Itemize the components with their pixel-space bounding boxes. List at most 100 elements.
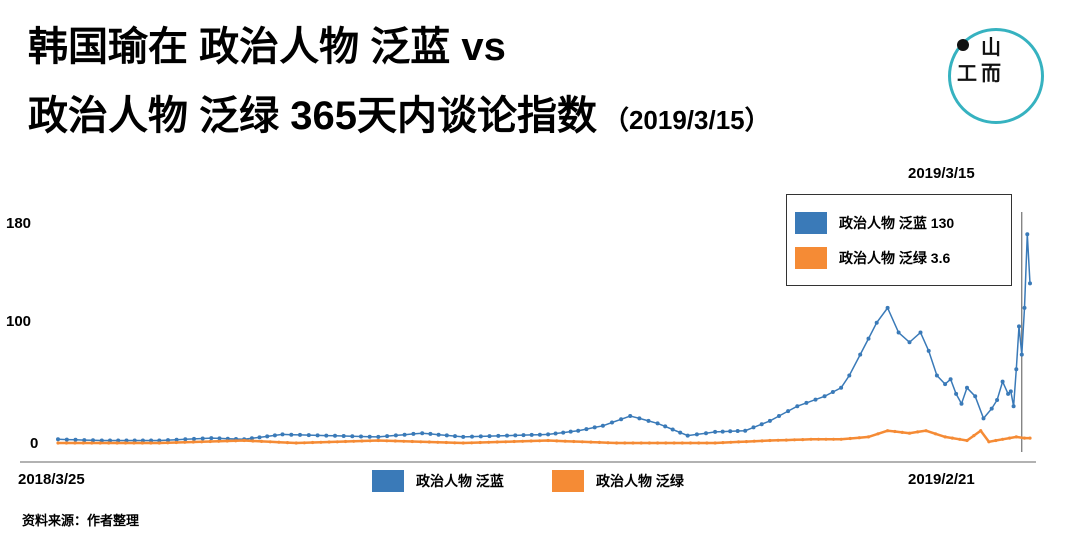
chart-title-text: 政治人物 泛绿 365天内谈论指数 <box>28 94 597 138</box>
data-point-orange <box>183 440 187 444</box>
data-point-orange <box>680 441 684 445</box>
data-point-blue <box>420 431 425 436</box>
data-point-blue <box>804 400 809 405</box>
data-point-orange <box>200 440 204 444</box>
data-point-orange <box>294 441 298 445</box>
data-point-blue <box>149 438 154 443</box>
data-point-orange <box>647 441 652 445</box>
data-point-blue <box>1011 404 1016 409</box>
data-point-blue <box>470 434 474 439</box>
data-point-orange <box>555 439 559 443</box>
bottom-legend-orange: 政治人物 泛绿 <box>552 470 684 492</box>
data-point-orange <box>866 435 871 439</box>
data-point-orange <box>115 441 119 445</box>
bottom-legend-blue: 政治人物 泛蓝 <box>372 470 504 492</box>
legend-value-orange: 3.6 <box>930 250 951 266</box>
data-point-blue <box>600 423 605 428</box>
data-point-orange <box>688 441 693 445</box>
data-point-orange <box>140 441 144 445</box>
data-point-orange <box>994 438 998 443</box>
data-point-orange <box>839 437 843 441</box>
data-point-orange <box>697 441 701 445</box>
data-point-orange <box>615 441 619 445</box>
legend-label-blue: 政治人物 泛蓝 <box>839 215 927 231</box>
data-point-orange <box>81 441 85 445</box>
data-point-orange <box>234 439 238 443</box>
data-point-blue <box>272 433 277 438</box>
data-point-orange <box>98 441 102 445</box>
data-point-orange <box>132 441 136 445</box>
data-point-orange <box>572 439 576 444</box>
data-point-blue <box>341 434 346 438</box>
data-point-blue <box>628 414 633 418</box>
data-point-blue <box>209 436 214 441</box>
data-point-blue <box>822 394 827 399</box>
data-point-blue <box>478 434 483 439</box>
data-point-blue <box>713 429 718 434</box>
data-point-blue <box>576 428 581 433</box>
y-tick-label: 0 <box>30 435 38 452</box>
data-point-blue <box>663 424 668 429</box>
y-tick-label: 180 <box>6 215 31 232</box>
bottom-legend-label-orange: 政治人物 泛绿 <box>596 473 684 489</box>
legend-label-orange: 政治人物 泛绿 <box>839 250 927 266</box>
data-point-orange <box>419 440 423 444</box>
data-point-blue <box>257 435 262 440</box>
data-point-blue <box>289 432 294 437</box>
data-point-blue <box>777 414 781 418</box>
data-point-orange <box>461 441 465 445</box>
data-point-orange <box>893 429 897 434</box>
chart-title-line1: 韩国瑜在 政治人物 泛蓝 vs <box>28 25 506 69</box>
data-point-blue <box>981 416 986 421</box>
data-point-orange <box>801 438 805 442</box>
data-point-blue <box>402 432 407 437</box>
data-point-orange <box>965 438 969 443</box>
data-point-blue <box>521 433 526 438</box>
data-point-blue <box>73 437 78 442</box>
data-point-orange <box>768 438 772 443</box>
data-point-blue <box>995 398 1000 402</box>
data-point-blue <box>786 409 791 414</box>
data-point-orange <box>56 441 60 445</box>
logo-glyph-right: 而 <box>981 61 1001 85</box>
chart-series <box>56 232 1032 445</box>
legend-value-blue: 130 <box>930 215 955 231</box>
data-point-blue <box>759 422 764 427</box>
data-point-orange <box>242 438 246 443</box>
y-tick-label: 100 <box>6 313 31 330</box>
data-point-orange <box>478 440 482 445</box>
data-point-orange <box>664 441 668 445</box>
data-point-orange <box>721 441 725 445</box>
data-point-orange <box>538 439 542 443</box>
data-point-orange <box>208 439 212 444</box>
x-tick-label-start: 2018/3/25 <box>18 471 85 488</box>
data-point-orange <box>857 436 861 440</box>
data-point-orange <box>580 440 584 444</box>
data-point-blue <box>874 320 879 325</box>
data-point-orange <box>251 439 255 443</box>
data-point-orange <box>656 441 660 445</box>
data-point-orange <box>631 441 635 445</box>
data-point-orange <box>744 440 749 444</box>
data-point-orange <box>987 440 991 444</box>
data-point-blue <box>1000 379 1005 384</box>
data-point-blue <box>157 438 162 443</box>
data-point-orange <box>504 440 508 444</box>
data-point-blue <box>436 432 441 437</box>
x-tick-label-end: 2019/3/15 <box>908 165 975 182</box>
data-point-orange <box>174 440 178 445</box>
data-point-blue <box>56 437 60 442</box>
data-point-blue <box>174 437 179 442</box>
data-point-blue <box>265 434 270 439</box>
data-point-blue <box>948 377 953 382</box>
data-point-orange <box>90 441 94 445</box>
data-point-blue <box>704 431 708 436</box>
data-point-blue <box>1017 324 1021 329</box>
data-point-blue <box>858 352 863 357</box>
data-point-blue <box>866 336 871 341</box>
data-point-orange <box>907 431 912 435</box>
data-point-orange <box>809 437 813 441</box>
data-point-orange <box>979 429 983 433</box>
data-point-orange <box>368 439 372 443</box>
bottom-legend-swatch-blue <box>372 470 404 492</box>
